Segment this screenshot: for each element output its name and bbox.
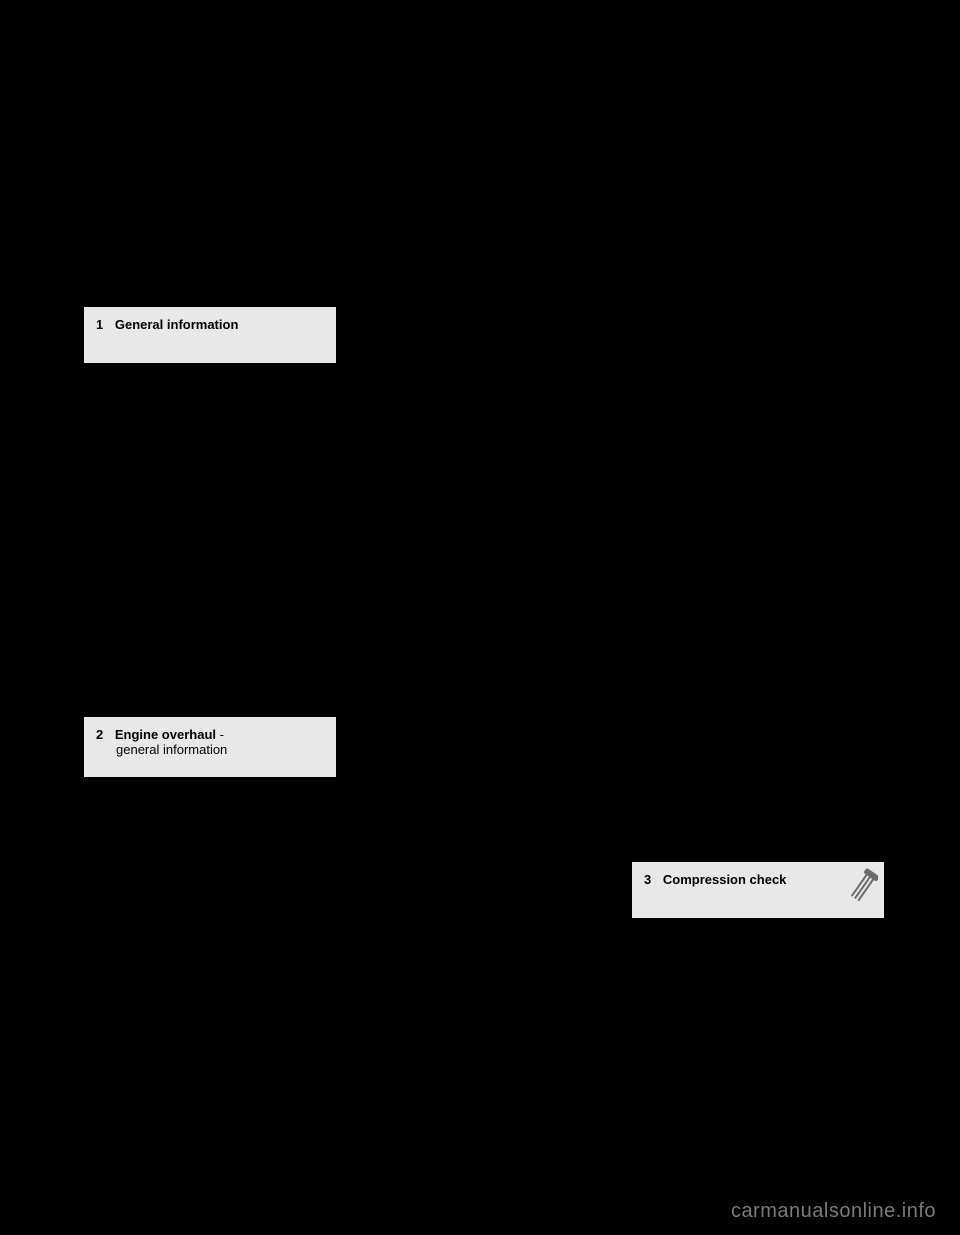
section-box-compression-check: 3 Compression check	[632, 862, 884, 918]
section-box-engine-overhaul: 2 Engine overhaul - general information	[84, 717, 336, 777]
watermark: carmanualsonline.info	[731, 1200, 936, 1223]
section-number: 1	[96, 317, 103, 332]
section-subtitle: general information	[116, 742, 227, 757]
section-box-general-info: 1 General information	[84, 307, 336, 363]
wrench-icon	[850, 868, 878, 910]
section-title-bold: Engine overhaul	[115, 727, 216, 742]
section-title: Compression check	[663, 872, 787, 887]
section-dash: -	[216, 727, 224, 742]
section-number: 3	[644, 872, 651, 887]
section-number: 2	[96, 727, 103, 742]
section-title: General information	[115, 317, 239, 332]
